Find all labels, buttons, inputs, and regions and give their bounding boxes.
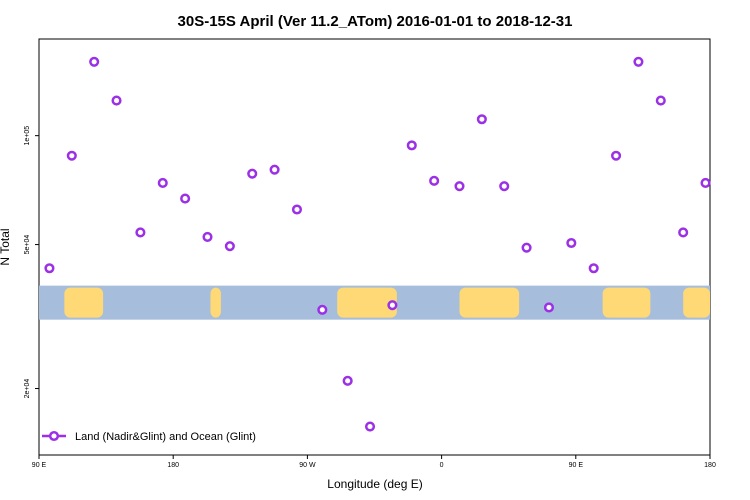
data-point: [387, 300, 398, 311]
data-point: [588, 263, 599, 274]
data-point: [89, 56, 100, 67]
land-mass: [337, 287, 397, 318]
y-axis-label: N Total: [0, 228, 12, 265]
data-point: [66, 150, 77, 161]
data-point: [678, 227, 689, 238]
data-point: [180, 193, 191, 204]
data-point: [157, 177, 168, 189]
data-point: [342, 375, 353, 386]
land-mass: [459, 287, 520, 318]
data-point: [429, 175, 440, 186]
x-tick-label: 90 E: [32, 462, 47, 469]
data-point: [566, 237, 577, 249]
x-tick-label: 90 E: [569, 462, 584, 469]
y-tick-label: 1e+05: [24, 126, 31, 146]
data-point: [499, 181, 510, 192]
data-point: [521, 242, 532, 253]
data-point: [135, 227, 146, 238]
data-point: [291, 204, 303, 215]
data-point: [44, 263, 55, 274]
data-point: [655, 95, 666, 106]
data-point: [317, 304, 328, 315]
data-point: [633, 56, 644, 67]
land-mass: [602, 287, 651, 318]
data-point: [543, 302, 555, 313]
data-point: [406, 140, 417, 151]
x-tick-label: 180: [704, 462, 716, 469]
y-tick-label: 2e+04: [24, 379, 31, 399]
data-point: [364, 421, 376, 432]
x-tick-label: 0: [440, 462, 444, 469]
x-tick-label: 180: [167, 462, 179, 469]
data-point: [111, 95, 122, 106]
land-mass: [64, 287, 104, 318]
land-mass: [210, 287, 221, 318]
background-map-band: [39, 285, 710, 320]
land-mass: [683, 287, 710, 318]
x-tick-label: 90 W: [299, 462, 316, 469]
x-axis-label: Longitude (deg E): [327, 477, 422, 491]
y-axis: 2e+04 5e+04 1e+05: [24, 126, 39, 399]
y-tick-label: 5e+04: [24, 235, 31, 255]
data-point: [269, 164, 280, 175]
legend-marker: [48, 430, 60, 442]
data-point: [202, 231, 213, 242]
chart-title: 30S-15S April (Ver 11.2_ATom) 2016-01-01…: [178, 13, 573, 30]
plot-area: [38, 38, 711, 456]
data-point: [476, 114, 487, 125]
data-point: [700, 177, 711, 189]
data-point: [224, 241, 235, 252]
data-point: [611, 150, 622, 161]
data-point: [247, 168, 258, 179]
data-point: [454, 181, 465, 192]
data-points: [44, 56, 711, 432]
legend-label: Land (Nadir&Glint) and Ocean (Glint): [75, 431, 256, 443]
legend: Land (Nadir&Glint) and Ocean (Glint): [42, 430, 256, 443]
x-axis: 90 E 180 90 W 0 90 E 180: [32, 455, 716, 469]
